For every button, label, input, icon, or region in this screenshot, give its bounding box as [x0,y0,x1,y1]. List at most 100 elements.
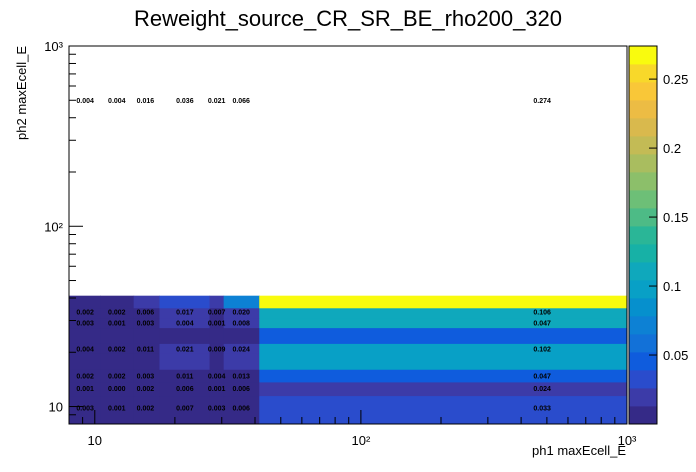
heatmap-cell [259,353,628,370]
heatmap-cell [133,343,160,354]
colorbar-swatch [629,100,657,119]
colorbar-swatch [629,64,657,83]
heatmap-cell [209,381,225,397]
chart-title: Reweight_source_CR_SR_BE_rho200_320 [134,6,562,31]
heatmap-cell [133,395,160,425]
bin-value-label: 0.106 [533,310,551,317]
heatmap-cell [259,307,628,319]
heatmap-cell [69,295,101,309]
heatmap-cell [223,307,260,319]
bin-value-label: 0.002 [76,373,94,380]
bin-value-label: 0.004 [76,346,94,353]
heatmap-cell [223,343,260,354]
bin-value-label: 0.009 [208,346,226,353]
colorbar-swatch [629,352,657,371]
colorbar-tick-label: 0.2 [663,141,681,156]
bin-value-label: 0.000 [108,386,126,393]
heatmap-cell [100,381,135,397]
bin-value-label: 0.003 [208,406,226,413]
bin-value-label: 0.024 [232,346,250,353]
colorbar-swatch [629,118,657,137]
bin-value-label: 0.002 [108,373,126,380]
colorbar-swatch [629,388,657,407]
heatmap-cell [133,307,160,319]
bin-value-label: 0.002 [108,310,126,317]
heatmap-cell [69,343,101,354]
bin-value-label: 0.011 [137,346,154,353]
heatmap-cell [133,381,160,397]
bin-value-label: 0.016 [137,98,155,105]
heatmap-cell [159,353,211,370]
heatmap-cell [69,353,101,370]
heatmap-cell [259,295,628,309]
bin-value-label: 0.021 [176,346,194,353]
colorbar-swatch [629,82,657,101]
colorbar: 0.05 0.1 0.15 0.2 0.25 [628,45,688,425]
heatmap-cell [159,343,211,354]
bin-value-label: 0.001 [76,386,94,393]
bin-value-label: 0.001 [208,386,226,393]
heatmap-cell [223,395,260,425]
heatmap-cell [223,381,260,397]
heatmap-cell [223,295,260,309]
bin-value-label: 0.002 [137,406,155,413]
y-tick-label: 10 [49,400,63,415]
y-tick-label: 10³ [44,39,63,54]
heatmap-cell [133,327,160,344]
bin-value-label: 0.002 [108,346,126,353]
heatmap-cell [209,318,225,329]
bin-value-label: 0.007 [208,310,226,317]
bin-value-label: 0.008 [232,321,250,328]
colorbar-swatch [629,46,657,65]
heatmap-cell [133,353,160,370]
heatmap-cell [209,327,225,344]
heatmap-cell [259,343,628,354]
bin-value-label: 0.002 [76,310,94,317]
bin-value-label: 0.006 [137,310,155,317]
heatmap-cell [100,369,135,383]
colorbar-tick-label: 0.1 [663,279,681,294]
bin-value-label: 0.013 [232,373,250,380]
colorbar-swatch [629,136,657,155]
bin-value-label: 0.002 [137,386,155,393]
y-tick-label: 10² [44,219,63,234]
bin-value-label: 0.006 [232,406,250,413]
bin-value-label: 0.036 [176,98,194,105]
bin-value-label: 0.004 [108,98,126,105]
heatmap-cell [223,327,260,344]
y-axis: 10 10² 10³ [44,39,83,416]
bin-value-label: 0.001 [108,406,126,413]
heatmap-cell [159,369,211,383]
heatmap-cell [100,318,135,329]
heatmap-cell [69,381,101,397]
bin-value-label: 0.033 [533,406,551,413]
bin-value-label: 0.024 [533,386,551,393]
colorbar-swatch [629,280,657,299]
bin-value-label: 0.003 [137,373,155,380]
bin-value-label: 0.274 [533,98,551,105]
heatmap-cell [133,295,160,309]
heatmap-cell [159,295,211,309]
heatmap-cell [223,353,260,370]
heatmap-cell [69,395,101,425]
heatmap-cell [100,343,135,354]
colorbar-tick-label: 0.25 [663,72,688,87]
heatmap-cell [259,318,628,329]
bin-value-label: 0.011 [176,373,193,380]
heatmap-cell [259,369,628,383]
bin-value-label: 0.066 [232,98,250,105]
bin-value-labels: 0.003 0.001 0.002 0.007 0.003 0.006 0.033 0.001… [76,98,551,413]
colorbar-swatch [629,244,657,263]
x-tick-label: 10² [351,433,370,448]
bin-value-label: 0.001 [108,321,126,328]
bin-value-label: 0.003 [76,321,94,328]
heatmap-cell [100,353,135,370]
colorbar-swatch [629,154,657,173]
colorbar-swatch [629,406,657,425]
heatmap-cell [259,327,628,344]
heatmap-cell [209,307,225,319]
bin-value-label: 0.003 [76,406,94,413]
heatmap-cell [159,318,211,329]
bin-value-label: 0.021 [208,98,226,105]
bin-value-label: 0.006 [232,386,250,393]
